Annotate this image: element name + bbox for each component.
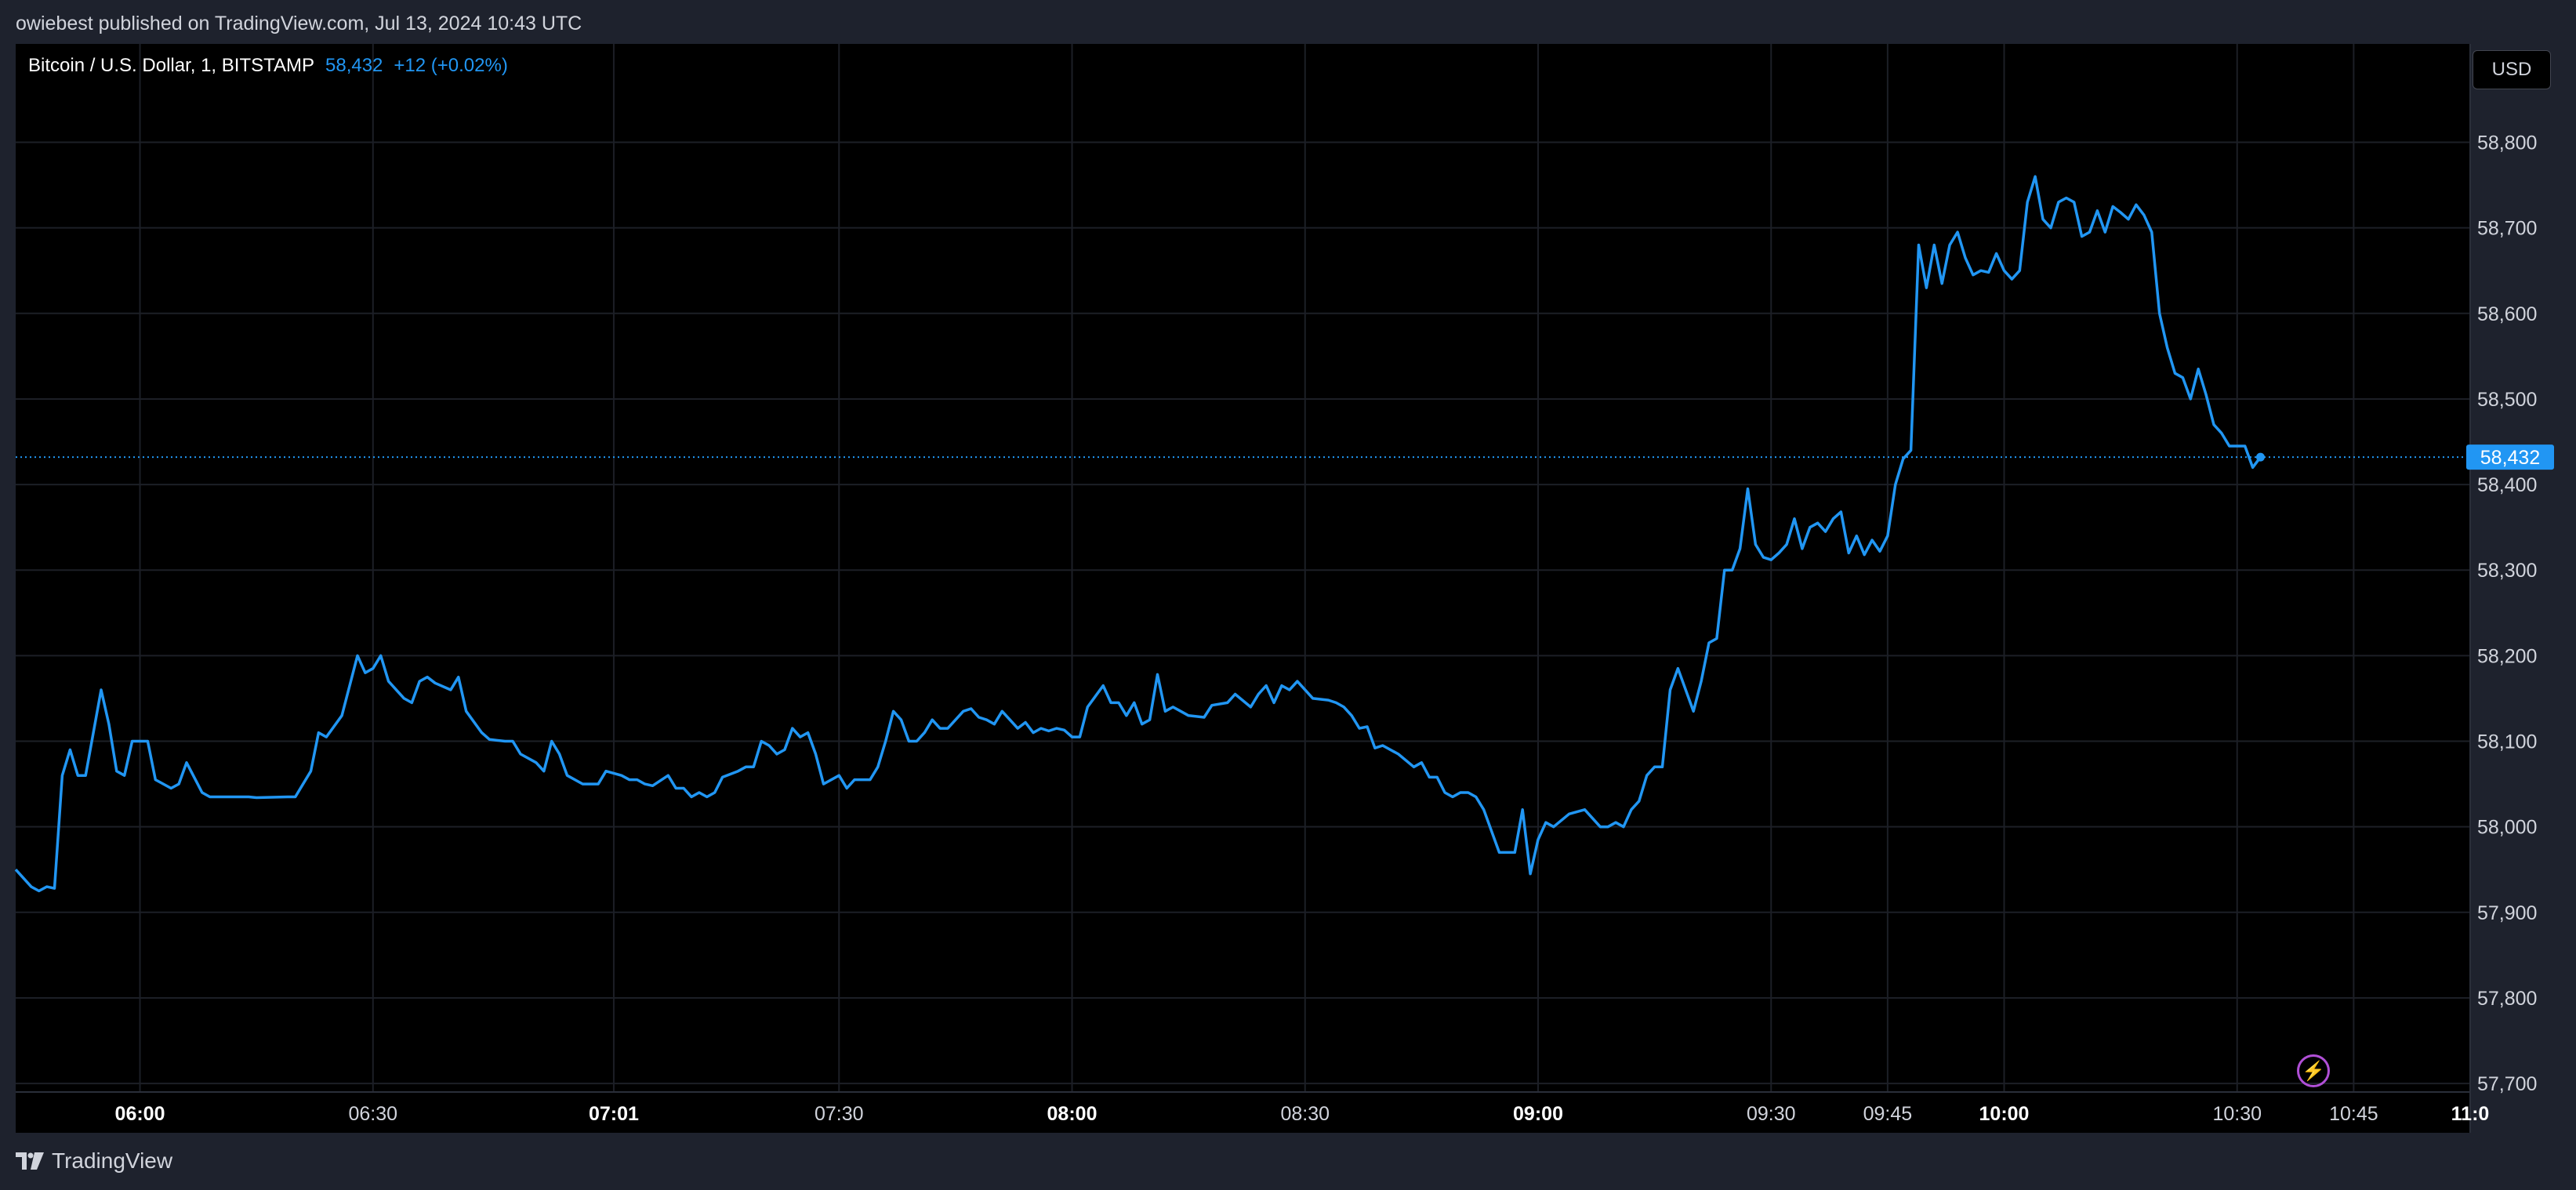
last-price-marker: 58,432: [16, 444, 2554, 470]
price-tick-label: 58,100: [2477, 731, 2537, 753]
price-tick-label: 58,000: [2477, 817, 2537, 839]
time-tick-label: 09:00: [1513, 1103, 1563, 1125]
price-tick-label: 58,300: [2477, 560, 2537, 582]
top-bar: owiebest published on TradingView.com, J…: [0, 0, 2576, 44]
time-tick-label: 07:01: [589, 1103, 639, 1125]
legend-change: +12 (+0.02%): [394, 55, 508, 76]
price-axis: 58,800 58,700 58,600 58,500 58,400 58,300 58,2…: [2469, 44, 2537, 1133]
lightning-icon[interactable]: ⚡: [2297, 1054, 2330, 1087]
time-tick-label: 06:30: [348, 1103, 397, 1125]
chart-grid: [16, 44, 2471, 1092]
time-tick-label: 06:00: [115, 1103, 165, 1125]
price-tick-label: 57,800: [2477, 988, 2537, 1010]
price-series: [14, 175, 2262, 893]
price-line: [14, 175, 2262, 893]
time-tick-label: 08:00: [1047, 1103, 1098, 1125]
time-tick-label: 09:45: [1863, 1103, 1913, 1125]
last-price-dot: [2255, 452, 2265, 462]
price-tick-label: 57,900: [2477, 902, 2537, 924]
footer: TradingView: [0, 1133, 2576, 1190]
time-tick-label: 07:30: [815, 1103, 864, 1125]
symbol-title[interactable]: Bitcoin / U.S. Dollar, 1, BITSTAMP: [28, 55, 314, 76]
tradingview-logo[interactable]: TradingView: [16, 1148, 172, 1174]
price-tick-label: 58,700: [2477, 218, 2537, 240]
currency-button[interactable]: USD: [2473, 50, 2551, 89]
time-tick-label: 10:45: [2329, 1103, 2378, 1125]
price-tick-label: 58,500: [2477, 389, 2537, 411]
time-tick-label: 09:30: [1747, 1103, 1796, 1125]
brand-name: TradingView: [52, 1148, 173, 1173]
time-tick-label: 11:0: [2451, 1103, 2490, 1125]
time-tick-label: 10:00: [1979, 1103, 2030, 1125]
publisher-line: owiebest published on TradingView.com, J…: [16, 13, 582, 34]
chart-legend: Bitcoin / U.S. Dollar, 1, BITSTAMP 58,43…: [28, 55, 508, 77]
time-tick-label: 08:30: [1280, 1103, 1330, 1125]
legend-price: 58,432: [325, 55, 383, 76]
last-price-label: 58,432: [2480, 447, 2540, 469]
time-tick-label: 10:30: [2212, 1103, 2262, 1125]
tradingview-logo-icon: [16, 1152, 44, 1170]
price-tick-label: 58,200: [2477, 645, 2537, 667]
price-tick-label: 58,800: [2477, 132, 2537, 154]
last-price-badge: [2466, 444, 2554, 470]
time-axis: 06:00 06:30 07:01 07:30 08:00 08:30 09:00 09:30…: [16, 1091, 2490, 1125]
chart-area[interactable]: [16, 44, 2470, 1133]
price-tick-label: 58,400: [2477, 474, 2537, 496]
price-tick-label: 58,600: [2477, 303, 2537, 325]
price-tick-label: 57,700: [2477, 1073, 2537, 1095]
